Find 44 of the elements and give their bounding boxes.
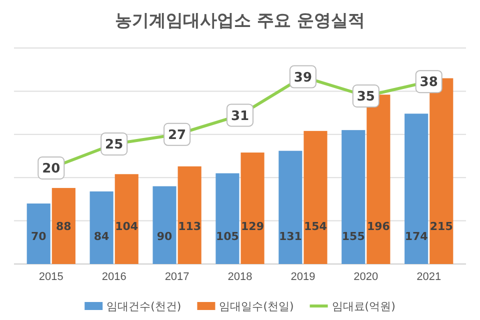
bar [342, 130, 366, 264]
x-tick-label: 2018 [228, 271, 252, 284]
legend-label: 임대료(억원) [332, 300, 396, 313]
x-tick-label: 2021 [416, 271, 442, 284]
data-label: 31 [230, 108, 250, 124]
data-label: 196 [366, 220, 390, 233]
data-label: 88 [56, 220, 72, 233]
data-label: 215 [430, 220, 453, 233]
data-label: 154 [304, 220, 328, 233]
bar [278, 150, 302, 264]
bar [152, 186, 176, 264]
data-label: 113 [178, 220, 202, 233]
bar [26, 204, 50, 264]
data-label: 20 [42, 162, 60, 177]
bar [114, 174, 138, 264]
data-label: 35 [356, 90, 375, 105]
data-label: 90 [156, 230, 173, 243]
data-label: 105 [216, 230, 239, 243]
bar [178, 166, 202, 264]
legend-label: 임대일수(천일) [219, 300, 294, 313]
data-label: 104 [115, 220, 138, 233]
data-label: 84 [94, 230, 110, 243]
data-label: 131 [278, 230, 302, 243]
data-label: 25 [105, 138, 124, 153]
data-label: 70 [30, 230, 47, 243]
bar [90, 191, 114, 264]
bar [216, 173, 240, 264]
data-label: 174 [404, 230, 428, 243]
bar [304, 130, 328, 264]
x-tick-label: 2015 [38, 271, 64, 284]
data-label: 38 [420, 75, 438, 90]
data-label: 129 [241, 220, 264, 233]
bar [52, 188, 76, 264]
data-label: 39 [294, 70, 312, 86]
bar [240, 152, 264, 264]
x-tick-label: 2016 [102, 271, 126, 284]
x-tick-label: 2020 [354, 271, 378, 284]
data-label: 155 [342, 230, 365, 243]
legend-label: 임대건수(천건) [106, 300, 182, 313]
data-label: 27 [168, 128, 186, 143]
bar [404, 114, 428, 264]
chart-title: 농기계임대사업소 주요 운영실적 [115, 11, 365, 31]
x-tick-label: 2019 [290, 271, 316, 284]
x-tick-label: 2017 [164, 271, 190, 284]
